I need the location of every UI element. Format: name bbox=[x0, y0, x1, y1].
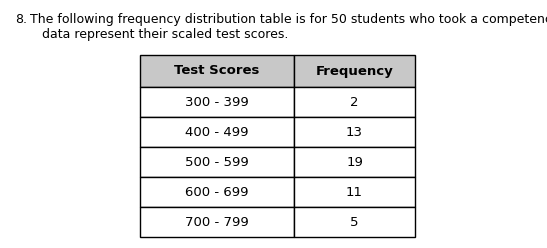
Bar bbox=[140, 55, 294, 87]
Text: 11: 11 bbox=[346, 186, 363, 198]
Text: 600 - 699: 600 - 699 bbox=[185, 186, 249, 198]
Text: 2: 2 bbox=[350, 95, 359, 109]
Bar bbox=[140, 177, 294, 207]
Bar bbox=[294, 207, 415, 237]
Text: 400 - 499: 400 - 499 bbox=[185, 125, 249, 138]
Bar bbox=[140, 87, 294, 117]
Text: 19: 19 bbox=[346, 155, 363, 168]
Bar bbox=[294, 87, 415, 117]
Bar bbox=[140, 117, 294, 147]
Bar bbox=[140, 147, 294, 177]
Text: 13: 13 bbox=[346, 125, 363, 138]
Text: 8.: 8. bbox=[15, 13, 27, 26]
Text: data represent their scaled test scores.: data represent their scaled test scores. bbox=[30, 28, 288, 41]
Text: 300 - 399: 300 - 399 bbox=[185, 95, 249, 109]
Text: Frequency: Frequency bbox=[316, 64, 393, 77]
Bar bbox=[294, 147, 415, 177]
Text: 500 - 599: 500 - 599 bbox=[185, 155, 249, 168]
Bar bbox=[294, 117, 415, 147]
Text: The following frequency distribution table is for 50 students who took a compete: The following frequency distribution tab… bbox=[30, 13, 547, 26]
Bar bbox=[294, 177, 415, 207]
Bar bbox=[140, 207, 294, 237]
Bar bbox=[294, 55, 415, 87]
Text: 700 - 799: 700 - 799 bbox=[185, 216, 249, 228]
Text: 5: 5 bbox=[350, 216, 359, 228]
Text: Test Scores: Test Scores bbox=[174, 64, 260, 77]
